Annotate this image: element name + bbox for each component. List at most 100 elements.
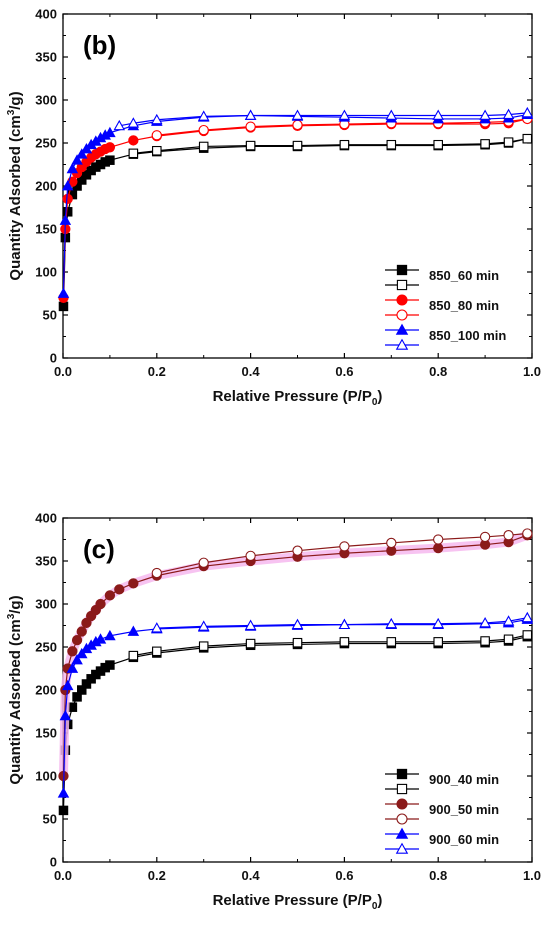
x-tick-label: 0.2	[148, 868, 166, 883]
data-point	[386, 139, 397, 150]
x-tick-label: 0.0	[54, 868, 72, 883]
y-tick-label: 50	[43, 308, 57, 323]
y-tick-label: 50	[43, 812, 57, 827]
data-point	[105, 155, 115, 165]
series-2	[58, 530, 533, 782]
data-point	[128, 578, 139, 589]
legend: 900_40 min 900_50 min 900_60 min	[385, 768, 499, 854]
legend-marker	[396, 783, 408, 795]
legend-label: 850_80 min	[429, 298, 499, 313]
data-point	[503, 634, 514, 645]
data-point	[76, 626, 87, 637]
data-point	[521, 611, 534, 623]
data-point	[197, 110, 210, 121]
data-point	[66, 162, 79, 174]
data-point	[95, 598, 106, 610]
y-tick-label: 100	[35, 769, 57, 784]
data-point	[152, 145, 162, 156]
x-tick-label: 1.0	[523, 868, 541, 883]
data-point	[521, 106, 534, 118]
y-tick-label: 150	[35, 726, 57, 741]
y-axis-title: Quantity Adsorbed (cm3/g)	[6, 91, 24, 280]
series-line	[156, 532, 528, 574]
data-point	[151, 130, 162, 141]
legend-marker	[396, 279, 408, 291]
data-point	[522, 133, 533, 144]
data-point	[58, 301, 69, 312]
data-point	[339, 637, 350, 647]
data-point	[127, 625, 140, 636]
data-point	[67, 646, 78, 657]
series-5	[113, 106, 534, 131]
data-point	[338, 109, 351, 120]
y-tick-label: 150	[35, 222, 57, 237]
data-point	[128, 650, 139, 661]
data-point	[292, 140, 303, 151]
data-point	[152, 646, 162, 657]
data-point	[105, 660, 115, 670]
legend: 850_60 min 850_80 min 850_100 min	[385, 264, 506, 350]
data-point	[338, 618, 351, 630]
data-point	[385, 617, 398, 629]
data-point	[198, 557, 209, 568]
data-point	[75, 148, 88, 159]
data-point	[479, 616, 491, 628]
series-line	[119, 112, 528, 127]
x-tick-label: 0.8	[429, 364, 447, 379]
data-point	[292, 637, 303, 648]
data-point	[151, 113, 163, 125]
x-tick-label: 0.6	[335, 364, 353, 379]
data-point	[57, 787, 70, 798]
data-point	[433, 534, 444, 545]
y-tick-label: 100	[35, 265, 57, 280]
chart-panel-0: 0.0 0.2 0.4 0.6 0.8 1.0 0 50 100 150 200 250 300 350 4…	[6, 7, 541, 409]
y-tick-label: 350	[35, 554, 57, 569]
series-line	[133, 634, 528, 657]
series-2	[58, 113, 533, 303]
data-point	[61, 180, 74, 191]
panel-label: (c)	[83, 534, 115, 564]
x-tick-label: 1.0	[523, 364, 541, 379]
data-point	[339, 139, 350, 150]
data-point	[245, 638, 256, 649]
data-point	[58, 805, 69, 816]
data-point	[94, 633, 107, 644]
series-1	[128, 133, 533, 159]
data-point	[198, 124, 209, 136]
legend-marker	[395, 842, 409, 854]
data-point	[385, 109, 398, 120]
data-point	[245, 140, 256, 151]
data-point	[71, 634, 83, 646]
legend-label: 900_50 min	[429, 802, 499, 817]
data-point	[104, 126, 116, 138]
data-point	[292, 119, 303, 131]
x-tick-label: 0.2	[148, 364, 166, 379]
data-point	[114, 584, 125, 595]
data-point	[502, 108, 515, 120]
data-point	[113, 119, 126, 131]
data-point	[433, 542, 444, 554]
legend-marker	[396, 294, 408, 306]
data-point	[503, 530, 514, 541]
y-tick-label: 300	[35, 93, 57, 108]
y-tick-label: 0	[50, 351, 57, 366]
y-tick-label: 0	[50, 855, 57, 870]
data-point	[128, 148, 139, 159]
series-line	[156, 617, 528, 629]
data-point	[433, 637, 443, 647]
data-point	[71, 653, 83, 665]
data-point	[244, 619, 257, 630]
data-point	[62, 207, 73, 217]
data-point	[151, 567, 162, 579]
data-point	[522, 528, 533, 539]
legend-label: 900_40 min	[429, 772, 499, 787]
y-tick-label: 400	[35, 511, 57, 526]
data-point	[245, 121, 256, 132]
y-tick-label: 400	[35, 7, 57, 22]
data-point	[75, 647, 88, 659]
data-point	[59, 709, 72, 721]
data-point	[81, 617, 92, 629]
data-point	[197, 620, 210, 631]
data-point	[432, 617, 444, 629]
legend-marker	[395, 338, 409, 350]
